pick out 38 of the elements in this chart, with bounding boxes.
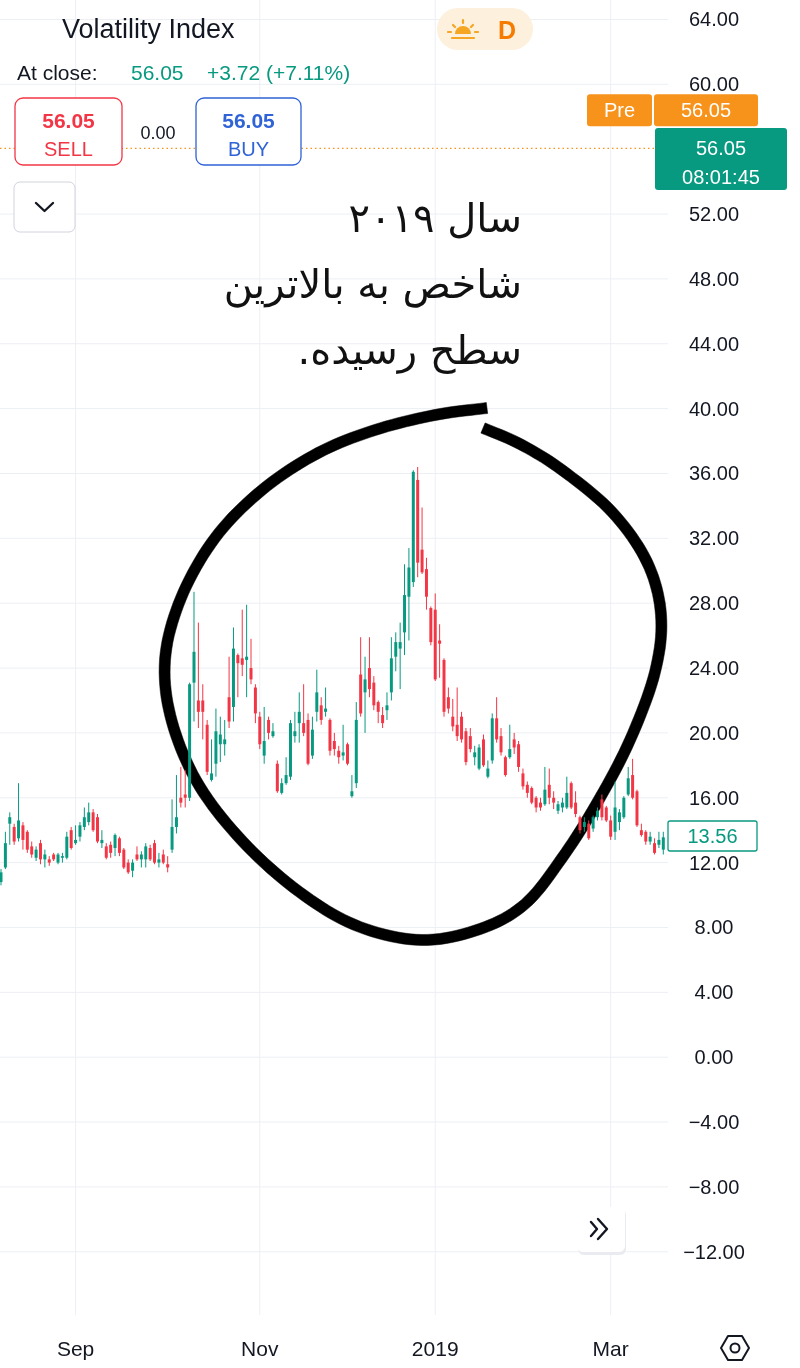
x-tick-label: Mar: [592, 1337, 629, 1360]
annotation: 0.00: [140, 123, 176, 143]
y-tick-label: 20.00: [688, 721, 740, 744]
text: Volatility Index: [62, 14, 236, 44]
y-tick-label: 24.00: [688, 657, 740, 680]
y-tick-label: 36.00: [688, 462, 740, 485]
annotation: +3.72 (+7.11%): [207, 61, 351, 84]
annotation: سال ۲۰۱۹ شاخص به بالاترین سطح رسیده.: [223, 195, 522, 373]
y-tick-label: 64.00: [688, 8, 740, 31]
y-tick-label: −4.00: [688, 1111, 740, 1134]
annotation: 13.56: [667, 820, 758, 852]
annotation: 08:01:45: [682, 166, 760, 188]
x-tick-label: Nov: [241, 1337, 279, 1360]
y-tick-label: −12.00: [683, 1240, 745, 1263]
y-tick-label: −8.00: [688, 1175, 740, 1198]
y-tick-label: 16.00: [688, 786, 740, 809]
y-tick-label: 12.00: [688, 851, 740, 874]
annotation: At close:: [17, 61, 98, 84]
y-tick-label: 40.00: [688, 397, 740, 420]
ref-line-label: Pre: [603, 99, 636, 122]
y-tick-label: 48.00: [688, 267, 740, 290]
y-tick-label: 0.00: [694, 1046, 734, 1069]
annotation: D: [497, 16, 517, 44]
y-tick-label: 52.00: [688, 203, 740, 226]
text: 56.05: [680, 99, 732, 122]
y-tick-label: 60.00: [688, 73, 740, 96]
x-tick-label: 2019: [411, 1337, 459, 1360]
y-tick-label: 4.00: [694, 981, 734, 1004]
x-tick-label: Sep: [56, 1337, 95, 1360]
y-tick-label: 8.00: [694, 916, 734, 939]
y-tick-label: 28.00: [688, 592, 740, 615]
annotation: SELL: [44, 138, 93, 160]
y-tick-label: 32.00: [688, 527, 740, 550]
annotation: 56.05: [222, 109, 276, 132]
annotation: BUY: [227, 138, 270, 160]
y-tick-label: 44.00: [688, 332, 740, 355]
annotation: 56.05: [131, 61, 184, 84]
annotation: 56.05: [42, 109, 96, 132]
